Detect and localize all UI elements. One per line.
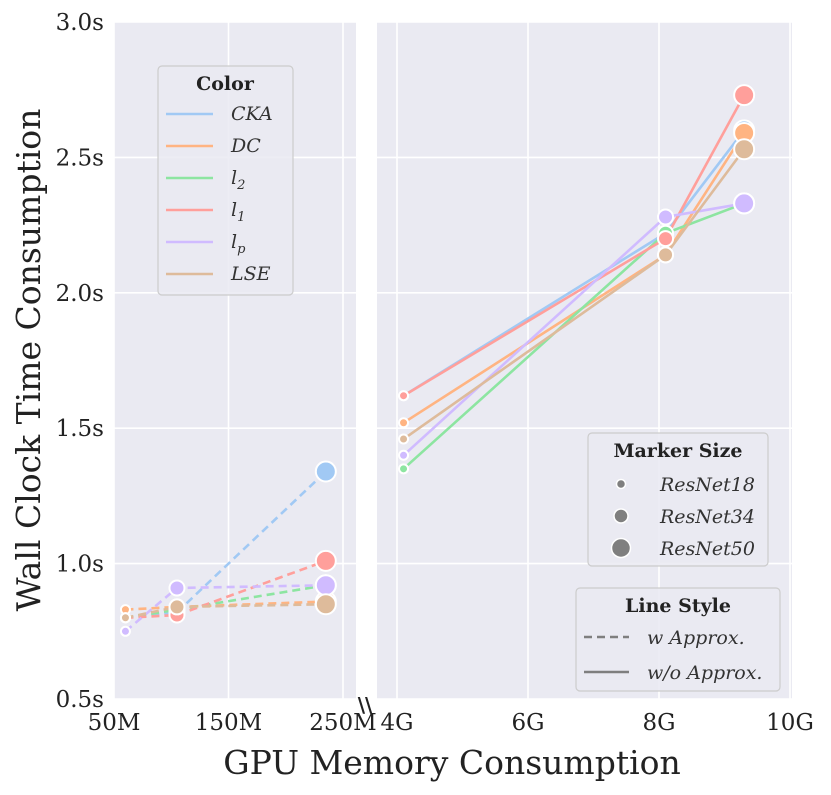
series-markers (119, 84, 756, 637)
data-point-l1 (314, 549, 337, 572)
data-point-lp (733, 192, 756, 215)
legend-label-DC: DC (230, 135, 261, 157)
y-axis-label: Wall Clock Time Consumption (9, 109, 48, 612)
data-point-lp (168, 579, 186, 597)
data-point-CKA (314, 460, 337, 483)
legend-frame (575, 587, 781, 692)
data-point-l2 (398, 463, 410, 475)
y-tick-label: 3.0s (56, 10, 104, 36)
data-point-LSE (119, 612, 131, 624)
x-tick-label: 50M (88, 710, 141, 736)
data-point-LSE (398, 433, 410, 445)
legend-marker-label: ResNet18 (659, 474, 755, 496)
y-tick-label: 1.0s (56, 552, 104, 578)
data-point-l1 (398, 390, 410, 402)
series-line-DC-dashed (125, 600, 326, 611)
legend-frame (587, 432, 769, 567)
data-point-lp (398, 449, 410, 461)
y-tick-label: 0.5s (56, 687, 104, 713)
data-point-lp (657, 208, 675, 226)
x-tick-label: 10G (766, 710, 814, 736)
y-tick-label: 2.5s (56, 145, 104, 171)
x-tick-label: 250M (309, 710, 376, 736)
data-point-LSE (168, 598, 186, 616)
series-line-l1-dashed (125, 559, 327, 620)
legend-marker-size: Marker Size ResNet18 ResNet34 ResNet50 (587, 432, 769, 567)
x-tick-label: 8G (642, 710, 675, 736)
legend-line-label: w/o Approx. (647, 662, 762, 684)
legend-frame (157, 65, 294, 296)
legend-line-style: Line Style w Approx. w/o Approx. (575, 587, 781, 692)
legend-line-label: w Approx. (647, 627, 745, 649)
legend-subscript: 1 (237, 210, 245, 225)
tick-labels: 0.5s 1.0s 1.5s 2.0s 2.5s 3.0s 50M 150M 250M 4G 6G 8… (56, 10, 814, 736)
legend-label-CKA: CKA (231, 103, 273, 125)
x-tick-label: 150M (195, 710, 262, 736)
y-tick-label: 1.5s (56, 416, 104, 442)
data-point-LSE (314, 593, 337, 616)
legend-color-title: Color (196, 73, 255, 95)
legend-subscript: 2 (236, 178, 245, 193)
legend-marker-title: Marker Size (613, 440, 742, 462)
y-tick-label: 2.0s (56, 281, 104, 307)
x-tick-label: 4G (380, 710, 413, 736)
axis-break-mark: \\ (358, 693, 373, 717)
legend-marker-label: ResNet34 (659, 506, 755, 528)
legend-subscript: p (237, 242, 246, 257)
legend-label-LSE: LSE (230, 263, 271, 285)
data-point-l1 (657, 230, 675, 248)
legend-marker-label: ResNet50 (659, 538, 755, 560)
data-point-DC (398, 417, 410, 429)
legend-marker-swatch (613, 508, 629, 524)
data-point-LSE (733, 138, 756, 161)
data-point-lp (119, 625, 131, 637)
legend-marker-swatch (615, 478, 627, 490)
x-axis-label: GPU Memory Consumption (223, 743, 681, 782)
data-point-LSE (657, 246, 675, 264)
legend-line-title: Line Style (625, 595, 731, 617)
x-tick-label: 6G (511, 710, 544, 736)
data-point-l1 (733, 84, 756, 107)
data-point-lp (314, 574, 337, 597)
legend-marker-swatch (610, 537, 632, 559)
